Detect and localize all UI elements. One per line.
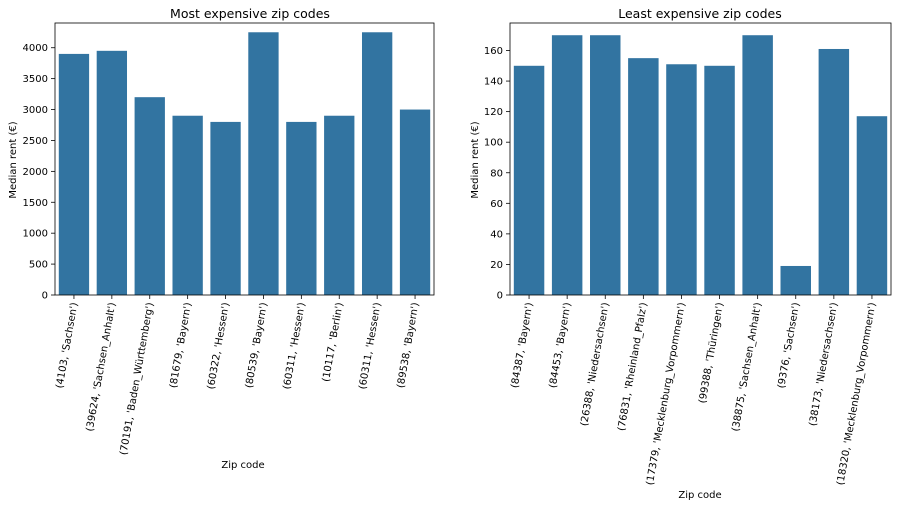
x-tick-label: (89538, 'Bayern')	[396, 302, 422, 389]
x-tick-label: (10117, 'Berlin')	[321, 302, 346, 383]
y-tick-label: 140	[484, 77, 503, 88]
x-tick-label: (84387, 'Bayern')	[510, 302, 536, 389]
bar	[286, 121, 317, 295]
bar	[513, 65, 545, 295]
x-tick-label: (18320, 'Mecklenburg_Vorpommern')	[835, 302, 878, 487]
x-tick-label: (84453, 'Bayern')	[548, 302, 574, 389]
y-tick-label: 80	[490, 168, 503, 179]
y-tick-label: 500	[29, 260, 48, 271]
y-tick-label: 1000	[23, 229, 48, 240]
bar	[742, 35, 773, 295]
bar	[248, 32, 279, 296]
bar	[856, 116, 888, 296]
y-tick-label: 100	[484, 138, 503, 149]
bar	[58, 53, 90, 295]
bar	[551, 35, 583, 295]
x-tick-label: (17379, 'Mecklenburg_Vorpommern')	[645, 302, 688, 487]
y-tick-label: 3500	[23, 74, 48, 85]
y-tick-label: 2500	[23, 136, 48, 147]
plot-frame	[509, 22, 892, 296]
chart-most-expensive: Most expensive zip codes Zip code Median…	[8, 6, 435, 471]
bar	[780, 265, 811, 295]
x-axis-label: Zip code	[221, 460, 264, 471]
bar	[818, 48, 850, 296]
x-tick-label: (81679, 'Bayern')	[168, 302, 194, 389]
bar	[96, 50, 128, 295]
x-tick-label: (4103, 'Sachsen')	[54, 302, 80, 390]
x-tick-label: (38875, 'Sachsen_Anhalt')	[731, 302, 765, 433]
bar	[628, 58, 659, 296]
y-tick-label: 120	[484, 107, 503, 118]
bar	[134, 97, 165, 296]
y-axis-label: Median rent (€)	[470, 121, 481, 198]
x-tick-label: (39624, 'Sachsen_Anhalt')	[85, 302, 119, 433]
x-tick-label: (38173, 'Niedersachsen')	[808, 302, 841, 427]
bar	[666, 64, 697, 295]
x-tick-label: (99388, 'Thüringen')	[697, 302, 726, 405]
x-axis-label: Zip code	[678, 490, 721, 501]
y-tick-label: 2000	[23, 167, 48, 178]
x-tick-label: (80539, 'Bayern')	[244, 302, 270, 389]
x-tick-label: (60322, 'Hessen')	[206, 302, 232, 391]
chart-title: Least expensive zip codes	[618, 6, 782, 21]
y-tick-label: 0	[497, 291, 503, 302]
plot-frame	[54, 22, 435, 296]
y-tick-label: 40	[490, 229, 503, 240]
bar	[361, 32, 393, 296]
y-tick-label: 20	[490, 260, 503, 271]
bar	[704, 65, 735, 295]
chart-least-expensive: Least expensive zip codes Zip code Media…	[470, 6, 892, 501]
chart-title: Most expensive zip codes	[170, 6, 330, 21]
y-tick-label: 4000	[23, 43, 48, 54]
x-tick-label: (76831, 'Rheinland_Pfalz')	[616, 302, 649, 432]
y-tick-label: 1500	[23, 198, 48, 209]
x-tick-label: (9376, 'Sachsen')	[776, 302, 802, 390]
x-tick-label: (70191, 'Baden_Württemberg')	[118, 302, 156, 456]
y-axis-label: Median rent (€)	[8, 121, 19, 198]
y-tick-label: 0	[42, 291, 48, 302]
bar	[324, 115, 355, 295]
bar	[590, 35, 621, 295]
y-tick-label: 160	[484, 46, 503, 57]
y-tick-label: 3000	[23, 105, 48, 116]
bar	[172, 115, 203, 295]
bar	[210, 121, 241, 295]
bar	[399, 109, 431, 295]
y-tick-label: 60	[490, 199, 503, 210]
x-tick-label: (26388, 'Niedersachsen')	[579, 302, 612, 427]
x-tick-label: (60311, 'Hessen')	[357, 302, 383, 391]
x-tick-label: (60311, 'Hessen')	[282, 302, 308, 391]
